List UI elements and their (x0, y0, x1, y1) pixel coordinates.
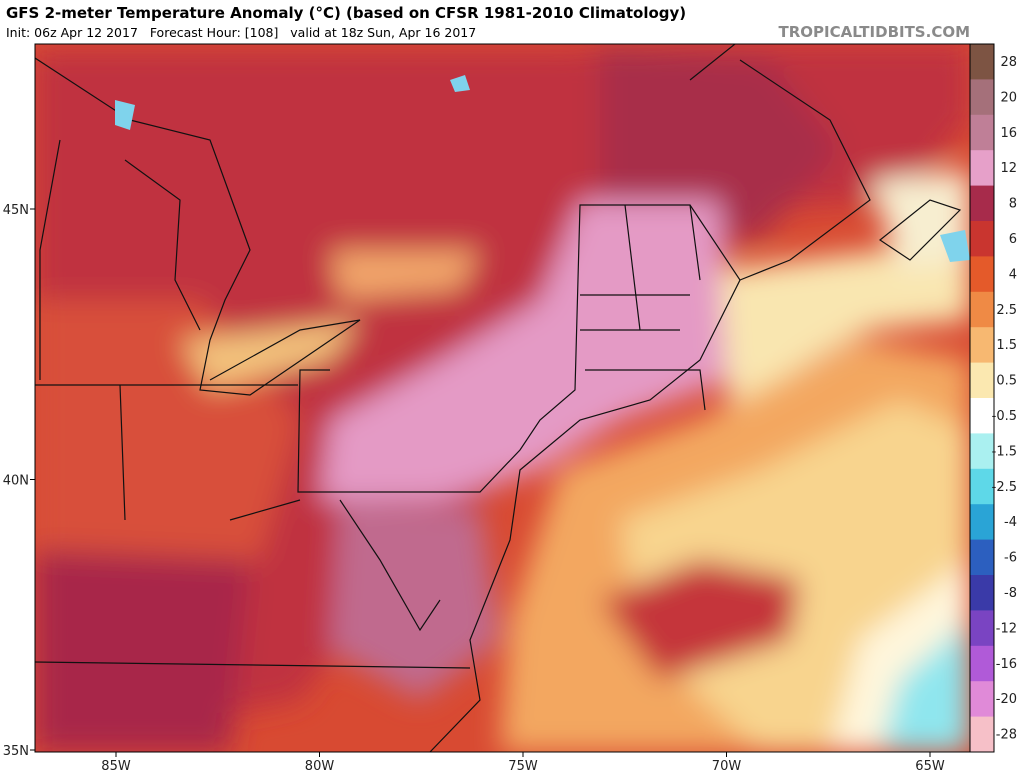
colorbar-label: 4 (1009, 267, 1017, 282)
colorbar-cell (970, 79, 994, 116)
colorbar-cell (970, 221, 994, 257)
colorbar-label: 6 (1009, 232, 1017, 247)
colorbar-cell (970, 398, 994, 434)
colorbar-cell (970, 185, 994, 222)
colorbar-cell (970, 114, 994, 151)
colorbar-label: -8 (1004, 586, 1017, 601)
lon-label: 70W (712, 759, 742, 772)
colorbar-cell (970, 327, 994, 364)
colorbar-cell (970, 256, 994, 293)
colorbar-cell (970, 291, 994, 328)
lat-label: 35N (3, 744, 29, 759)
lon-label: 75W (508, 759, 538, 772)
colorbar-label: -4 (1004, 515, 1017, 530)
colorbar-label: 8 (1009, 197, 1017, 212)
colorbar-label: -6 (1004, 551, 1017, 566)
colorbar-cell (970, 362, 994, 399)
colorbar-frame (969, 43, 995, 753)
colorbar-label: -20 (996, 692, 1017, 707)
colorbar-cell (970, 150, 994, 187)
colorbar-label: 2.5 (996, 303, 1017, 318)
colorbar-label: -0.5 (992, 409, 1017, 424)
colorbar-label: 28 (1000, 55, 1017, 70)
colorbar-label: 20 (1000, 90, 1017, 105)
boundaries (35, 44, 962, 752)
colorbar-label: -2.5 (992, 480, 1017, 495)
colorbar-cell (970, 504, 994, 541)
colorbar-label: 0.5 (996, 374, 1017, 389)
lat-label: 40N (3, 474, 29, 489)
colorbar-cell (970, 468, 994, 505)
lon-label: 80W (305, 759, 335, 772)
lon-label: 65W (915, 759, 945, 772)
colorbar-label: -28 (996, 728, 1017, 743)
colorbar-label: -1.5 (992, 444, 1017, 459)
colorbar-cell (970, 610, 994, 647)
title: GFS 2-meter Temperature Anomaly (°C) (ba… (6, 4, 687, 22)
colorbar-cell (970, 716, 994, 753)
colorbar-cell (970, 433, 994, 470)
colorbar-label: 16 (1000, 126, 1017, 141)
colorbar-cell (970, 539, 994, 576)
colorbar-label: 12 (1000, 161, 1017, 176)
colorbar-label: -12 (996, 621, 1017, 636)
anomaly-field (35, 44, 970, 752)
colorbar-cell (970, 645, 994, 682)
colorbar-cell (970, 681, 994, 718)
lat-label: 45N (3, 203, 29, 218)
colorbar-cell (970, 44, 994, 80)
colorbar-cell (970, 575, 994, 611)
subtitle: Init: 06z Apr 12 2017 Forecast Hour: [10… (6, 25, 477, 40)
lon-label: 85W (101, 759, 131, 772)
colorbar-label: 1.5 (996, 338, 1017, 353)
brand: TROPICALTIDBITS.COM (778, 23, 971, 41)
colorbar-label: -16 (996, 657, 1017, 672)
